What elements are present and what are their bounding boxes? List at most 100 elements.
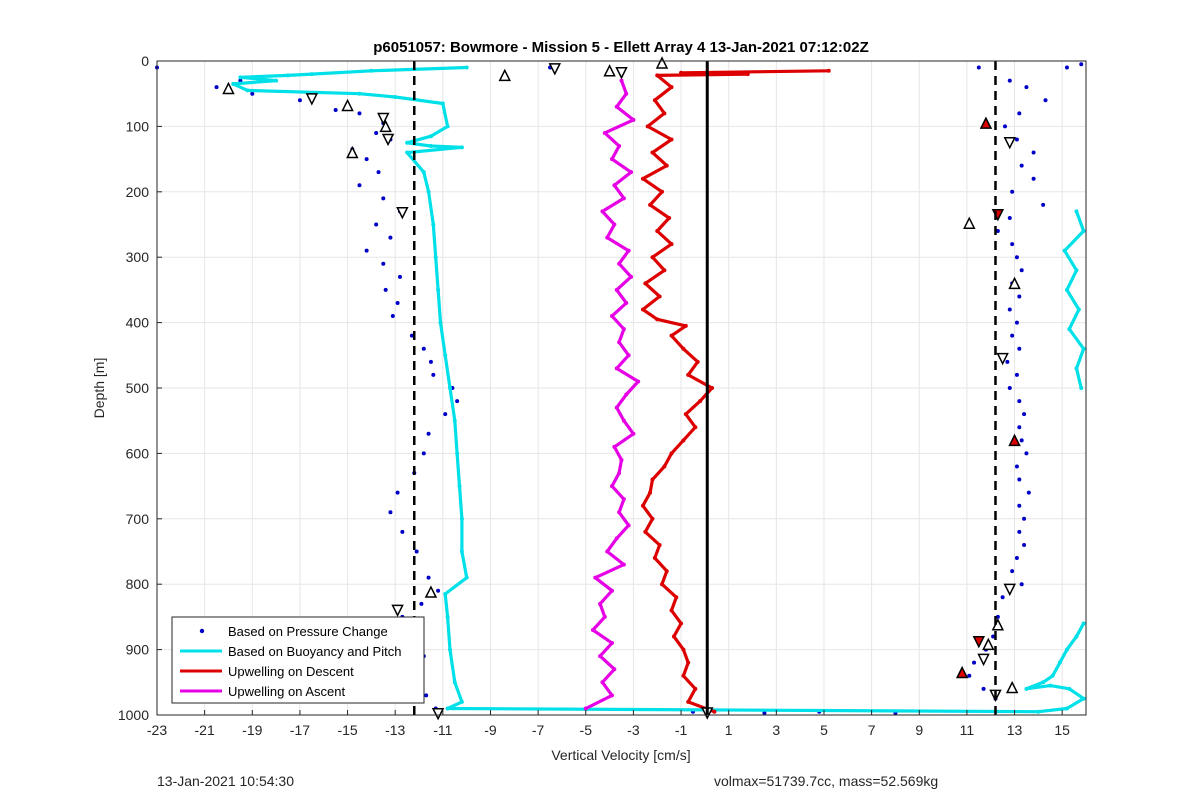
x-tick-label: -9	[484, 722, 497, 738]
markers-layer	[222, 56, 1021, 721]
series-3-point	[669, 242, 674, 247]
series-1-point	[1064, 647, 1069, 652]
x-tick-label: -21	[195, 722, 215, 738]
series-1-point	[369, 68, 374, 73]
pressure-change-point	[1031, 150, 1036, 155]
series-4-point	[602, 130, 607, 135]
pressure-change-point	[1014, 372, 1019, 377]
series-4-point	[609, 484, 614, 489]
series-1-point	[459, 549, 464, 554]
series-1-point	[286, 73, 291, 78]
pressure-change-point	[1010, 569, 1015, 574]
series-4-point	[583, 706, 588, 711]
series-3-point	[686, 660, 691, 665]
chart-title: p6051057: Bowmore - Mission 5 - Ellett A…	[373, 39, 869, 56]
pressure-change-point	[1024, 451, 1029, 456]
pressure-change-point	[1026, 490, 1031, 495]
series-3-point	[643, 281, 648, 286]
series-3-point	[643, 529, 648, 534]
series-3-point	[681, 346, 686, 351]
series-1-point	[459, 516, 464, 521]
series-4-point	[609, 693, 614, 698]
series-3-point	[693, 425, 698, 430]
x-axis-label: Vertical Velocity [cm/s]	[551, 747, 690, 763]
pressure-change-point	[426, 575, 431, 580]
pressure-change-point	[364, 157, 369, 162]
pressure-change-point	[421, 451, 426, 456]
legend: Based on Pressure Change Based on Buoyanc…	[171, 616, 425, 704]
y-tick-label: 400	[126, 315, 150, 331]
series-3-point	[662, 111, 667, 116]
event-marker	[1003, 583, 1016, 597]
series-1-point	[1048, 683, 1053, 688]
series-4-point	[605, 549, 610, 554]
series-1-point	[1057, 660, 1062, 665]
event-marker	[431, 707, 445, 721]
event-marker	[548, 63, 562, 76]
pressure-change-point	[1019, 582, 1024, 587]
x-tick-label: 3	[772, 722, 780, 738]
pressure-change-point	[238, 78, 243, 83]
x-tick-label: 5	[820, 722, 828, 738]
x-tick-label: 9	[915, 722, 923, 738]
series-2-point	[1076, 307, 1081, 312]
series-4-point	[621, 562, 626, 567]
series-4-point	[629, 274, 634, 279]
pressure-change-point	[1024, 85, 1029, 90]
y-tick-label: 1000	[118, 707, 149, 723]
series-4-point	[619, 78, 624, 83]
pressure-change-point	[1017, 529, 1022, 534]
pressure-change-point	[1010, 333, 1015, 338]
pressure-change-point	[390, 314, 395, 319]
pressure-change-point	[1017, 503, 1022, 508]
series-3-point	[681, 647, 686, 652]
pressure-change-point	[419, 601, 424, 606]
event-marker	[379, 119, 392, 133]
event-marker	[381, 133, 395, 147]
pressure-change-point	[364, 248, 369, 253]
series-3-point	[664, 163, 669, 168]
series-1-point	[447, 386, 452, 390]
pressure-change-point	[967, 673, 972, 678]
series-1-point	[231, 81, 236, 86]
series-1-point	[459, 699, 464, 704]
series-4-point	[609, 157, 614, 162]
pressure-change-point	[1007, 307, 1012, 312]
pressure-change-point	[1019, 438, 1024, 443]
pressure-change-point	[991, 634, 996, 639]
series-2-point	[1064, 287, 1069, 292]
y-tick-label: 0	[141, 53, 149, 69]
event-marker	[341, 98, 354, 112]
series-1-point	[438, 320, 443, 325]
series-4-point	[626, 248, 631, 253]
series-2-point	[1079, 386, 1084, 390]
footer-info: volmax=51739.7cc, mass=52.569kg	[714, 773, 939, 789]
series-1-point	[1036, 709, 1041, 714]
legend-label: Based on Pressure Change	[228, 624, 388, 639]
series-1-point	[393, 94, 398, 99]
x-axis-ticks: -23 -21 -19 -17 -15 -13 -11 -9 -7 -5 -3 -1 1 3 5 7 9 11 13…	[147, 710, 1070, 738]
event-marker	[396, 206, 409, 220]
series-4-point	[600, 680, 605, 685]
series-3-point	[712, 709, 717, 714]
legend-label: Upwelling on Descent	[228, 664, 354, 679]
pressure-change-point	[383, 287, 388, 292]
series-1-point	[421, 170, 426, 175]
series-4-point	[612, 222, 617, 227]
series-3-point	[650, 516, 655, 521]
series-1-point	[245, 88, 250, 93]
series-2-point	[1081, 346, 1086, 351]
series-1-point	[309, 72, 314, 77]
y-tick-label: 300	[126, 249, 150, 265]
pressure-change-point	[428, 359, 433, 364]
series-3-point	[645, 124, 650, 129]
pressure-change-point	[1017, 477, 1022, 482]
series-3-point	[683, 412, 688, 417]
x-tick-label: -19	[242, 722, 262, 738]
plot-series-layer	[155, 62, 1086, 716]
pressure-change-point	[1064, 65, 1069, 70]
y-tick-label: 600	[126, 445, 150, 461]
series-4-point	[614, 536, 619, 541]
event-marker	[377, 112, 390, 126]
